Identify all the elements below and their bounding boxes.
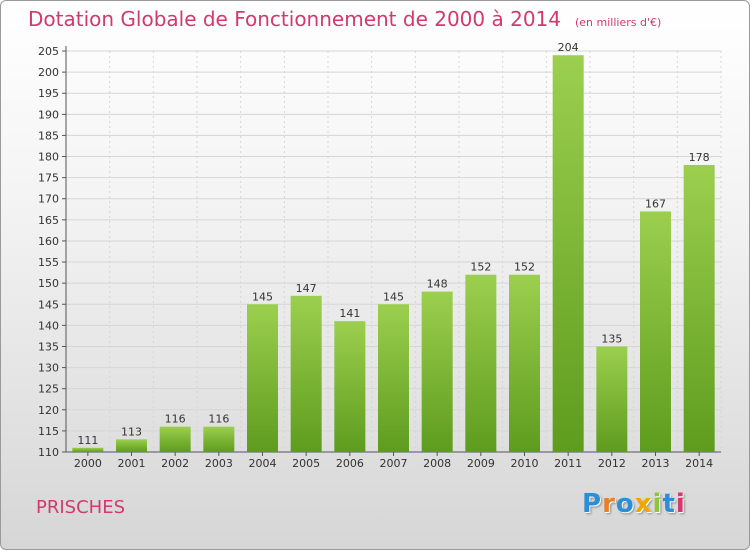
bar-2000 [72,447,104,452]
logo-letter: r [602,489,616,519]
y-tick-label: 110 [38,446,59,459]
y-tick-label: 115 [38,425,59,438]
y-tick-label: 165 [38,214,59,227]
logo-letter: t [662,489,676,519]
x-tick-label: 2009 [467,457,495,470]
value-label: 113 [121,425,142,438]
y-tick-label: 200 [38,66,59,79]
bars [72,55,715,452]
y-tick-label: 135 [38,340,59,353]
bar-2007 [378,304,409,452]
value-label: 141 [339,307,360,320]
value-label: 152 [470,261,491,274]
x-tick-label: 2004 [249,457,277,470]
y-tick-label: 180 [38,151,59,164]
logo-letter: o [615,489,635,519]
value-label: 116 [165,413,186,426]
bar-2010 [509,274,540,452]
x-tick-label: 2013 [642,457,670,470]
x-tick-label: 2014 [685,457,713,470]
bar-2014 [683,164,715,452]
bar-2001 [116,439,147,452]
y-tick-label: 205 [38,45,59,58]
x-tick-label: 2012 [598,457,626,470]
y-tick-label: 150 [38,277,59,290]
value-labels: 111 113 116 116 145 147 141 145 148 152 152 204 135 1… [77,41,709,447]
bar-2002 [159,426,191,452]
y-tick-label: 125 [38,383,59,396]
bar-2012 [596,346,628,452]
y-tick-label: 175 [38,172,59,185]
value-label: 111 [77,434,98,447]
value-label: 204 [558,41,579,54]
x-tick-label: 2007 [380,457,408,470]
x-tick-label: 2010 [511,457,539,470]
bar-2011 [552,55,584,452]
y-tick-label: 160 [38,235,59,248]
logo-letter: P [582,489,603,519]
title-text: Dotation Globale de Fonctionnement de 20… [28,7,561,31]
x-tick-label: 2006 [336,457,364,470]
bar-2003 [203,426,235,452]
logo-letter: i [652,489,663,519]
value-label: 148 [427,278,448,291]
bar-2008 [421,291,453,452]
y-tick-label: 190 [38,108,59,121]
value-label: 178 [689,151,710,164]
x-tick-label: 2001 [118,457,146,470]
x-tick-label: 2003 [205,457,233,470]
y-tick-label: 130 [38,362,59,375]
axes: 110 115 120 125 130 135 140 145 150 155 160 165 170 1… [38,45,721,470]
y-tick-label: 120 [38,404,59,417]
value-label: 145 [383,290,404,303]
unit-note: (en milliers d'€) [575,16,662,29]
x-tick-label: 2000 [74,457,102,470]
logo-letter: i [675,489,686,519]
bar-2006 [334,321,366,452]
value-label: 135 [601,332,622,345]
value-label: 116 [208,413,229,426]
commune-name: PRISCHES [36,497,125,518]
y-tick-label: 195 [38,87,59,100]
bar-2004 [247,304,278,452]
bar-2009 [465,274,497,452]
value-label: 152 [514,261,535,274]
y-tick-label: 185 [38,129,59,142]
value-label: 147 [296,282,317,295]
bar-2013 [640,211,671,452]
bar-2005 [290,295,322,452]
value-label: 145 [252,290,273,303]
proxiti-logo[interactable]: Proxiti [582,489,686,519]
x-tick-label: 2005 [292,457,320,470]
x-tick-label: 2002 [161,457,189,470]
x-tick-label: 2011 [554,457,582,470]
y-tick-label: 155 [38,256,59,269]
y-tick-label: 170 [38,193,59,206]
value-label: 167 [645,197,666,210]
y-tick-label: 145 [38,298,59,311]
logo-letter: x [634,489,653,519]
x-tick-label: 2008 [423,457,451,470]
y-tick-label: 140 [38,319,59,332]
chart-title: Dotation Globale de Fonctionnement de 20… [28,7,661,31]
